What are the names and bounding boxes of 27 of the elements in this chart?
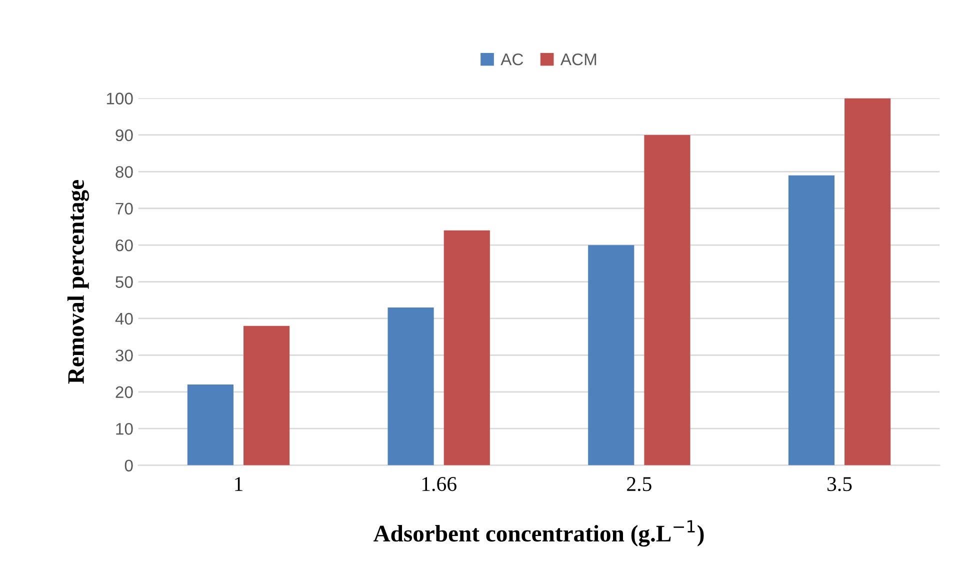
y-tick-label: 90 [116,129,133,142]
x-tick-label: 1 [235,477,242,491]
bar [444,230,490,466]
bar [788,175,835,466]
y-tick-label: 80 [116,166,133,178]
y-tick-label: 60 [116,239,133,252]
bar [244,326,290,466]
bar [187,384,234,466]
bar [844,98,891,466]
legend-label: ACM [560,53,596,66]
y-tick-label: 20 [116,386,133,398]
y-axis-title: Removal percentage [67,180,89,384]
y-tick-label: 40 [115,312,133,325]
y-tick-label: 70 [116,202,133,215]
x-tick-label: 3.5 [827,477,852,492]
legend-label: AC [500,53,524,66]
bar [588,245,634,466]
bar [644,134,690,466]
y-tick-label: 50 [116,276,133,288]
x-tick-label: 2.5 [627,477,652,492]
y-tick-label: 30 [116,350,133,362]
y-tick-label: 100 [106,92,133,104]
x-axis-title: Adsorbent concentration (g.L$^{−1}$) [373,520,704,547]
y-tick-label: 0 [124,460,133,472]
bar [388,307,434,466]
x-tick-label: 1.66 [422,477,456,492]
y-tick-label: 10 [116,422,133,435]
